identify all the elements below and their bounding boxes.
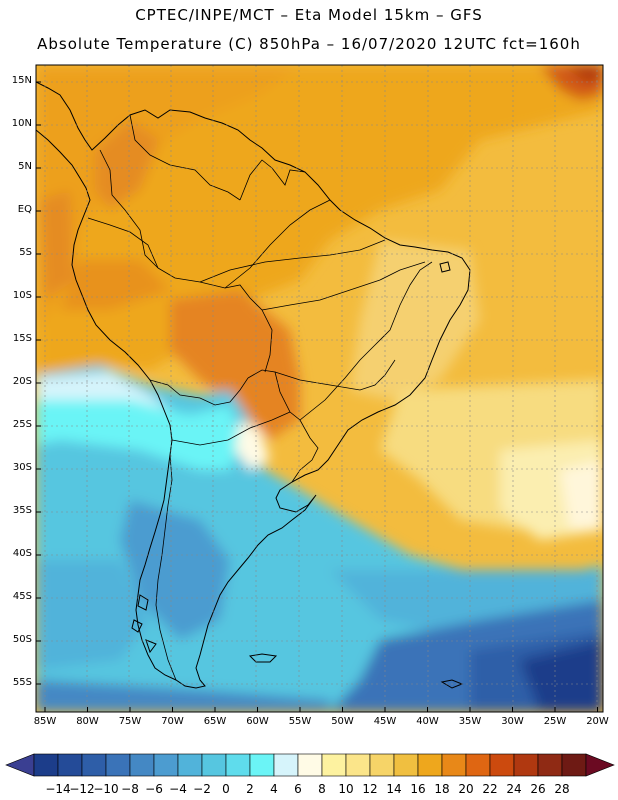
lat-label: 15S: [12, 333, 32, 344]
colorbar-label: 26: [530, 782, 546, 796]
colorbar-label: 22: [482, 782, 498, 796]
colorbar-under-arrow: [5, 753, 35, 777]
temperature-field: [36, 65, 603, 712]
lon-label: 45W: [373, 716, 397, 727]
lon-label: 80W: [76, 716, 99, 727]
colorbar-swatch: [153, 753, 179, 777]
colorbar-swatch: [369, 753, 395, 777]
colorbar-swatch: [321, 753, 347, 777]
colorbar-label: −6: [145, 782, 163, 796]
lat-label: 30S: [12, 462, 32, 473]
lat-label: 20S: [12, 376, 32, 387]
lat-label: 5S: [19, 247, 32, 258]
map-title-line2: Absolute Temperature (C) 850hPa – 16/07/…: [37, 35, 581, 53]
colorbar-over-arrow: [585, 753, 615, 777]
lon-label: 35W: [458, 716, 482, 727]
colorbar-swatch: [129, 753, 155, 777]
colorbar-label: −2: [193, 782, 211, 796]
colorbar-swatch: [273, 753, 299, 777]
colorbar-label: 28: [554, 782, 570, 796]
lon-label: 85W: [33, 716, 57, 727]
colorbar-swatch: [465, 753, 491, 777]
colorbar-swatch: [225, 753, 251, 777]
colorbar-swatch: [33, 753, 59, 777]
coastline: [36, 81, 471, 689]
lon-label: 25W: [543, 716, 567, 727]
lat-label: 10S: [12, 290, 32, 301]
country-borders: [87, 114, 433, 681]
axis-ticks: [36, 81, 598, 712]
colorbar-swatch: [177, 753, 203, 777]
colorbar-swatch: [417, 753, 443, 777]
colorbar-label: 20: [458, 782, 474, 796]
colorbar-label: 4: [270, 782, 278, 796]
colorbar-swatch: [537, 753, 563, 777]
colorbar-label: −8: [121, 782, 139, 796]
colorbar-label: 0: [222, 782, 230, 796]
colorbar-label: 12: [362, 782, 378, 796]
lon-label: 75W: [118, 716, 142, 727]
map-frame: [35, 64, 604, 713]
colorbar-swatch: [561, 753, 587, 777]
colorbar-label: 24: [506, 782, 522, 796]
colorbar-swatch: [105, 753, 131, 777]
map-title-line1: CPTEC/INPE/MCT – Eta Model 15km – GFS: [135, 6, 483, 24]
lat-label: 10N: [11, 118, 32, 129]
colorbar-swatch: [297, 753, 323, 777]
lat-label: 40S: [12, 548, 32, 559]
colorbar-label: 8: [318, 782, 326, 796]
lon-label: 50W: [331, 716, 354, 727]
lat-label: 15N: [11, 75, 32, 86]
colorbar-label: 10: [338, 782, 354, 796]
colorbar-swatch: [441, 753, 467, 777]
colorbar-label: 6: [294, 782, 302, 796]
lon-label: 70W: [161, 716, 184, 727]
colorbar-label: −14: [45, 782, 71, 796]
lat-label: 55S: [12, 677, 32, 688]
colorbar-swatch: [345, 753, 371, 777]
colorbar-swatch: [201, 753, 227, 777]
colorbar-label: 18: [434, 782, 450, 796]
colorbar-label: −12: [69, 782, 95, 796]
colorbar-label: 16: [410, 782, 426, 796]
colorbar-swatch: [513, 753, 539, 777]
lon-label: 30W: [501, 716, 524, 727]
colorbar-swatch: [249, 753, 275, 777]
lat-label: 45S: [12, 591, 32, 602]
colorbar-label: −4: [169, 782, 187, 796]
colorbar-label: −10: [93, 782, 119, 796]
colorbar-swatch: [81, 753, 107, 777]
lon-label: 20W: [586, 716, 609, 727]
colorbar-swatch: [489, 753, 515, 777]
colorbar-label: 14: [386, 782, 402, 796]
colorbar-swatch: [57, 753, 83, 777]
lat-label: 35S: [12, 505, 32, 516]
lat-label: 25S: [12, 419, 32, 430]
colorbar-label: 2: [246, 782, 254, 796]
lat-label: 50S: [12, 634, 32, 645]
lon-label: 40W: [416, 716, 439, 727]
lat-label: 5N: [18, 161, 32, 172]
lon-label: 65W: [203, 716, 227, 727]
colorbar: [5, 753, 615, 777]
colorbar-swatch: [393, 753, 419, 777]
lat-label: EQ: [17, 204, 32, 215]
lon-label: 55W: [288, 716, 312, 727]
lon-label: 60W: [246, 716, 269, 727]
